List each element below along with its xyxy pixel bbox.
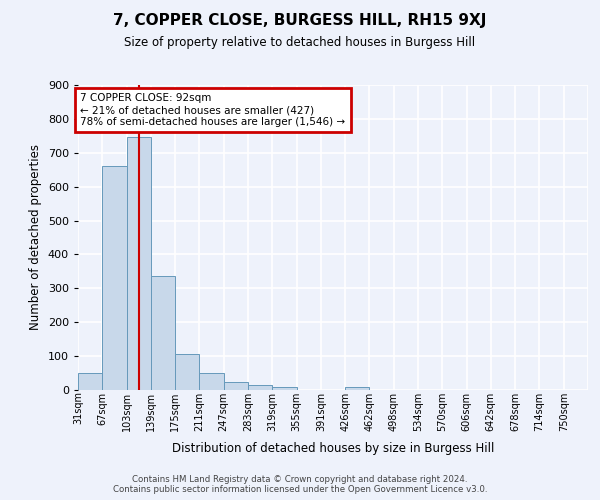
Bar (102, 166, 127, 390)
X-axis label: Distribution of detached houses by size in Burgess Hill: Distribution of detached houses by size … (172, 442, 494, 455)
Bar (175, 354, 199, 390)
Bar (345, 388, 370, 390)
Bar (127, 136, 151, 390)
Text: Size of property relative to detached houses in Burgess Hill: Size of property relative to detached ho… (124, 36, 476, 49)
Bar (248, 385, 272, 390)
Bar (272, 386, 296, 390)
Bar (224, 382, 248, 390)
Text: 7, COPPER CLOSE, BURGESS HILL, RH15 9XJ: 7, COPPER CLOSE, BURGESS HILL, RH15 9XJ (113, 12, 487, 28)
Y-axis label: Number of detached properties: Number of detached properties (29, 144, 42, 330)
Bar (199, 373, 224, 390)
Bar (78, 373, 102, 390)
Bar (151, 276, 175, 390)
Text: 7 COPPER CLOSE: 92sqm
← 21% of detached houses are smaller (427)
78% of semi-det: 7 COPPER CLOSE: 92sqm ← 21% of detached … (80, 94, 346, 126)
Text: Contains HM Land Registry data © Crown copyright and database right 2024.
Contai: Contains HM Land Registry data © Crown c… (113, 474, 487, 494)
